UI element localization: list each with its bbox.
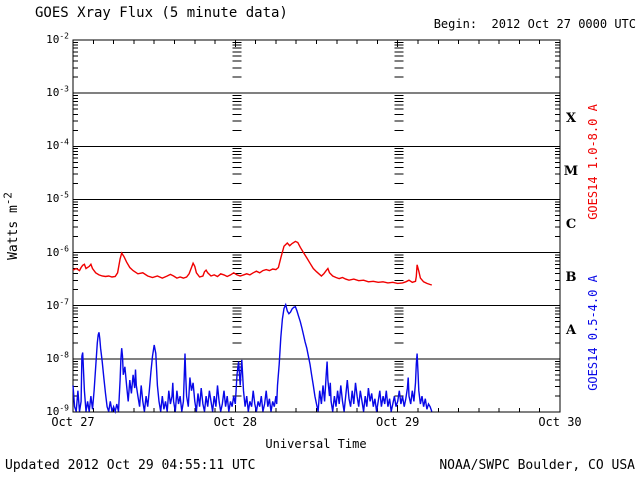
flux-class-letter: X [565,110,577,126]
x-tick-label: Oct 28 [213,415,257,429]
flux-class-letter: A [565,323,577,339]
x-tick-label: Oct 30 [538,415,582,429]
credit-label: NOAA/SWPC Boulder, CO USA [439,458,635,473]
short-wave-series-label: GOES14 0.5-4.0 A [586,275,600,391]
x-tick-label: Oct 27 [51,415,95,429]
chart-title: GOES Xray Flux (5 minute data) [35,5,288,21]
updated-timestamp: Updated 2012 Oct 29 04:55:11 UTC [5,458,256,473]
flux-class-letter: C [565,217,577,232]
y-axis-title: Watts m-2 [2,166,22,286]
y-tick-label: 10-7 [46,297,69,312]
begin-time-label: Begin: 2012 Oct 27 0000 UTC [433,17,636,31]
flux-class-letter: B [565,270,577,286]
plot-frame [72,39,561,413]
y-axis-title-base: Watts m [6,205,21,260]
y-tick-label: 10-6 [46,243,69,259]
y-tick-label: 10-2 [46,31,69,46]
y-tick-label: 10-3 [46,84,69,100]
y-tick-label: 10-9 [46,403,69,418]
y-tick-label: 10-4 [46,137,69,153]
long-wave-flux-line [72,240,432,286]
y-tick-label: 10-8 [46,350,69,365]
x-axis-title: Universal Time [265,437,367,451]
flux-class-letter: M [563,163,579,179]
x-tick-label: Oct 29 [375,415,420,429]
short-wave-flux-line [72,302,433,415]
long-wave-series-label: GOES14 1.0-8.0 A [586,104,600,220]
y-axis-title-exponent: -2 [1,192,15,206]
y-tick-label: 10-5 [46,190,69,206]
